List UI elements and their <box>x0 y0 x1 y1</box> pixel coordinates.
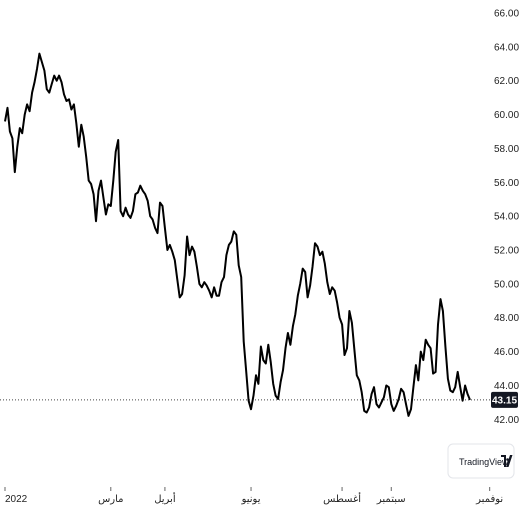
last-price-label: 43.15 <box>491 391 518 408</box>
x-tick-label: نوفمبر <box>475 494 503 505</box>
x-tick-label: مارس <box>98 494 123 505</box>
y-tick-label: 48.00 <box>494 313 519 324</box>
y-tick-label: 44.00 <box>494 381 519 392</box>
watermark-badge <box>447 443 515 479</box>
y-tick-label: 58.00 <box>494 144 519 155</box>
x-tick-label: 2022 <box>5 494 28 505</box>
y-axis: 42.00 44.00 46.00 48.00 50.00 52.00 54.00 56.00… <box>494 9 519 426</box>
tradingview-logo-icon <box>501 455 513 467</box>
last-price-label-bg <box>491 391 518 408</box>
y-tick-label: 54.00 <box>494 212 519 223</box>
last-price-label-text: 43.15 <box>492 395 517 406</box>
y-tick-label: 66.00 <box>494 9 519 20</box>
x-tick-label: أبريل <box>154 492 176 505</box>
x-tick-label: أغسطس <box>323 492 361 505</box>
y-tick-label: 64.00 <box>494 42 519 53</box>
y-tick-label: 52.00 <box>494 246 519 257</box>
y-tick-label: 60.00 <box>494 110 519 121</box>
y-tick-label: 62.00 <box>494 76 519 87</box>
watermark-text: TradingView <box>459 457 509 467</box>
y-tick-label: 50.00 <box>494 279 519 290</box>
y-tick-label: 42.00 <box>494 415 519 426</box>
price-line <box>4 52 471 417</box>
y-tick-label: 46.00 <box>494 347 519 358</box>
x-tick-label: سبتمبر <box>376 494 406 505</box>
tradingview-watermark[interactable]: TradingView <box>447 443 515 479</box>
y-tick-label: 56.00 <box>494 178 519 189</box>
x-axis: 2022مارسأبريليونيوأغسطسسبتمبرنوفمبر5 <box>4 487 503 505</box>
x-tick-label: يونيو <box>241 494 261 505</box>
